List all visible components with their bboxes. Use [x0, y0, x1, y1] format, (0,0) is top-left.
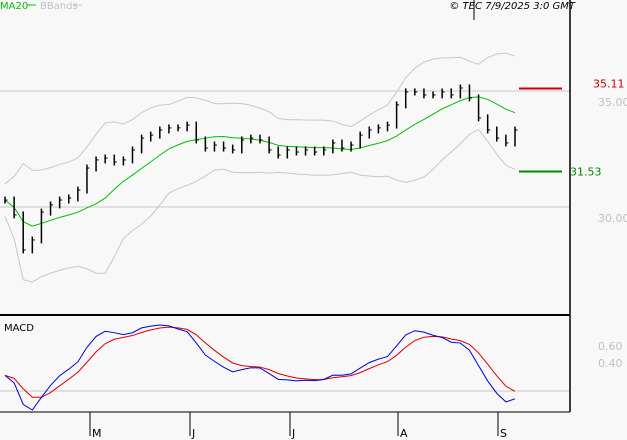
macd-signal-line — [4, 326, 516, 398]
copyright: © TEC 7/9/2025 3:0 GMT — [449, 1, 576, 12]
y-tick-label: 35.00 — [598, 96, 627, 109]
x-tick-label: S — [500, 427, 507, 440]
macd-y-tick-label: 0.40 — [598, 357, 623, 370]
macd-line — [4, 324, 516, 411]
x-tick-label: J — [191, 427, 195, 440]
legend-ma20: MA20 — [0, 1, 28, 12]
x-tick-label: M — [92, 427, 102, 440]
y-tick-label: 30.00 — [598, 212, 627, 225]
macd-y-tick-label: 0.60 — [598, 340, 623, 353]
x-tick-label: J — [291, 427, 295, 440]
x-tick-label: A — [400, 427, 408, 440]
macd-title: MACD — [4, 323, 34, 334]
support-label: 31.53 — [570, 166, 602, 179]
bband-upper — [4, 52, 516, 185]
resistance-label: 35.11 — [593, 77, 625, 90]
legend-bbands: BBands — [40, 1, 78, 12]
bband-lower — [4, 128, 516, 283]
